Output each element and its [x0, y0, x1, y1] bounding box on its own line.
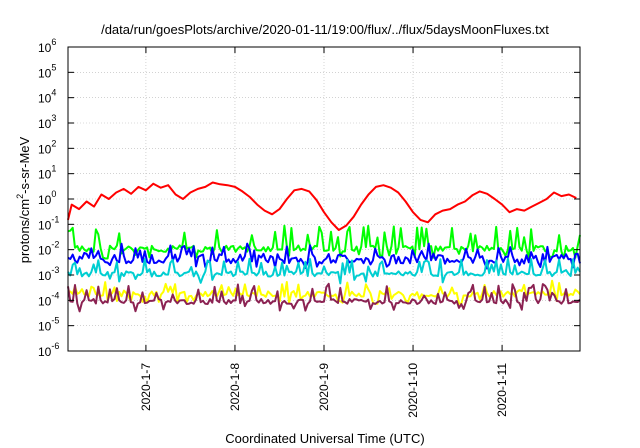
series-line-2	[67, 224, 581, 260]
y-tick-label: 10-2	[38, 240, 59, 258]
y-tick-base: 10	[38, 294, 52, 308]
y-tick-exponent: 0	[51, 189, 56, 199]
y-tick-exponent: -4	[51, 290, 59, 300]
y-tick-label: 102	[38, 138, 56, 156]
y-tick-exponent: 3	[51, 113, 56, 123]
y-tick-label: 100	[38, 189, 56, 207]
y-tick-label: 105	[38, 62, 56, 80]
series-line-4	[67, 257, 581, 285]
y-tick-base: 10	[38, 41, 52, 55]
y-tick-base: 10	[38, 92, 52, 106]
x-axis-ticks: 2020-1-7 2020-1-8 2020-1-9 2020-1-10 2020-1-…	[139, 47, 509, 418]
y-tick-label: 10-4	[38, 290, 59, 308]
y-tick-base: 10	[38, 66, 52, 80]
series-lines	[67, 181, 581, 313]
y-tick-exponent: -2	[51, 240, 59, 250]
y-tick-exponent: -3	[51, 265, 59, 275]
y-axis-title: protons/cm2-s-sr-MeV	[15, 136, 32, 263]
series-line-3	[67, 242, 581, 270]
series-line-5	[67, 279, 581, 305]
y-tick-base: 10	[38, 218, 52, 232]
series-line-6	[67, 282, 581, 313]
y-tick-label: 104	[38, 88, 56, 106]
y-axis-ticks: 10-610-510-410-310-210-11001011021031041…	[38, 37, 580, 359]
y-axis-title-prefix: protons/cm	[17, 199, 32, 263]
y-tick-exponent: 2	[51, 138, 56, 148]
y-tick-label: 106	[38, 37, 56, 55]
x-tick-label: 2020-1-8	[228, 363, 242, 411]
y-tick-label: 10-6	[38, 341, 59, 359]
x-tick-label: 2020-1-11	[495, 363, 509, 417]
x-axis-title: Coordinated Universal Time (UTC)	[225, 431, 424, 446]
y-tick-exponent: 6	[51, 37, 56, 47]
y-tick-base: 10	[38, 320, 52, 334]
y-tick-label: 101	[38, 164, 56, 182]
y-axis-title-suffix: -s-sr-MeV	[17, 136, 32, 193]
y-tick-exponent: 1	[51, 164, 56, 174]
x-tick-label: 2020-1-10	[406, 363, 420, 418]
y-tick-base: 10	[38, 345, 52, 359]
y-tick-label: 103	[38, 113, 56, 131]
y-tick-base: 10	[38, 117, 52, 131]
y-tick-exponent: -1	[51, 214, 59, 224]
y-tick-exponent: 4	[51, 88, 56, 98]
y-tick-label: 10-5	[38, 316, 59, 334]
y-tick-base: 10	[38, 142, 52, 156]
x-tick-label: 2020-1-9	[317, 363, 331, 411]
y-tick-exponent: 5	[51, 62, 56, 72]
y-tick-exponent: -6	[51, 341, 59, 351]
y-tick-exponent: -5	[51, 316, 59, 326]
y-axis-title-sup: 2	[15, 194, 25, 199]
y-tick-base: 10	[38, 193, 52, 207]
y-tick-base: 10	[38, 269, 52, 283]
y-tick-base: 10	[38, 244, 52, 258]
grid-lines	[68, 47, 580, 351]
y-tick-label: 10-1	[38, 214, 59, 232]
x-tick-label: 2020-1-7	[139, 363, 153, 411]
y-tick-label: 10-3	[38, 265, 59, 283]
series-line-1	[67, 181, 577, 231]
chart-title: /data/run/goesPlots/archive/2020-01-11/1…	[101, 22, 549, 37]
y-tick-base: 10	[38, 168, 52, 182]
